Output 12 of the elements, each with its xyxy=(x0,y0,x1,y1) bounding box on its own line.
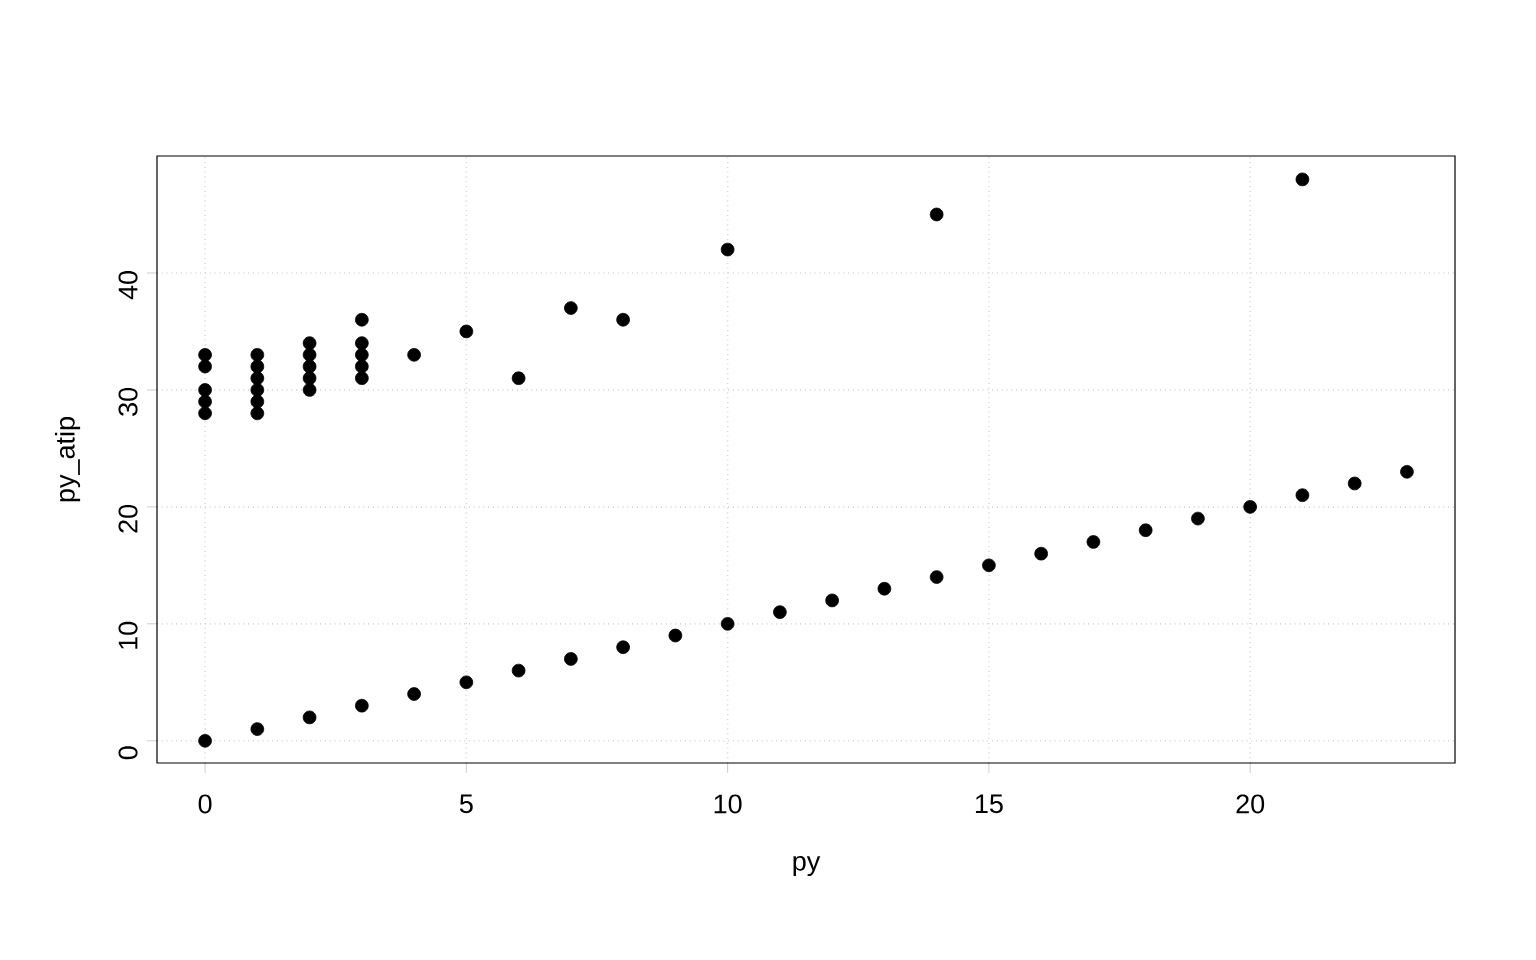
y-tick-label: 20 xyxy=(118,504,138,533)
y-tick-label: 0 xyxy=(118,746,138,760)
x-tick-label: 20 xyxy=(1236,794,1265,814)
x-tick-label: 5 xyxy=(459,794,473,814)
x-tick-label: 0 xyxy=(198,794,212,814)
x-tick-label: 10 xyxy=(714,794,742,814)
x-axis-title: py xyxy=(793,855,821,877)
y-tick-label: 10 xyxy=(118,621,138,649)
y-axis-title: py_atip xyxy=(54,417,81,502)
y-tick-label: 30 xyxy=(118,387,138,416)
y-tick-label: 40 xyxy=(118,271,138,300)
x-tick-label: 15 xyxy=(975,794,1003,814)
